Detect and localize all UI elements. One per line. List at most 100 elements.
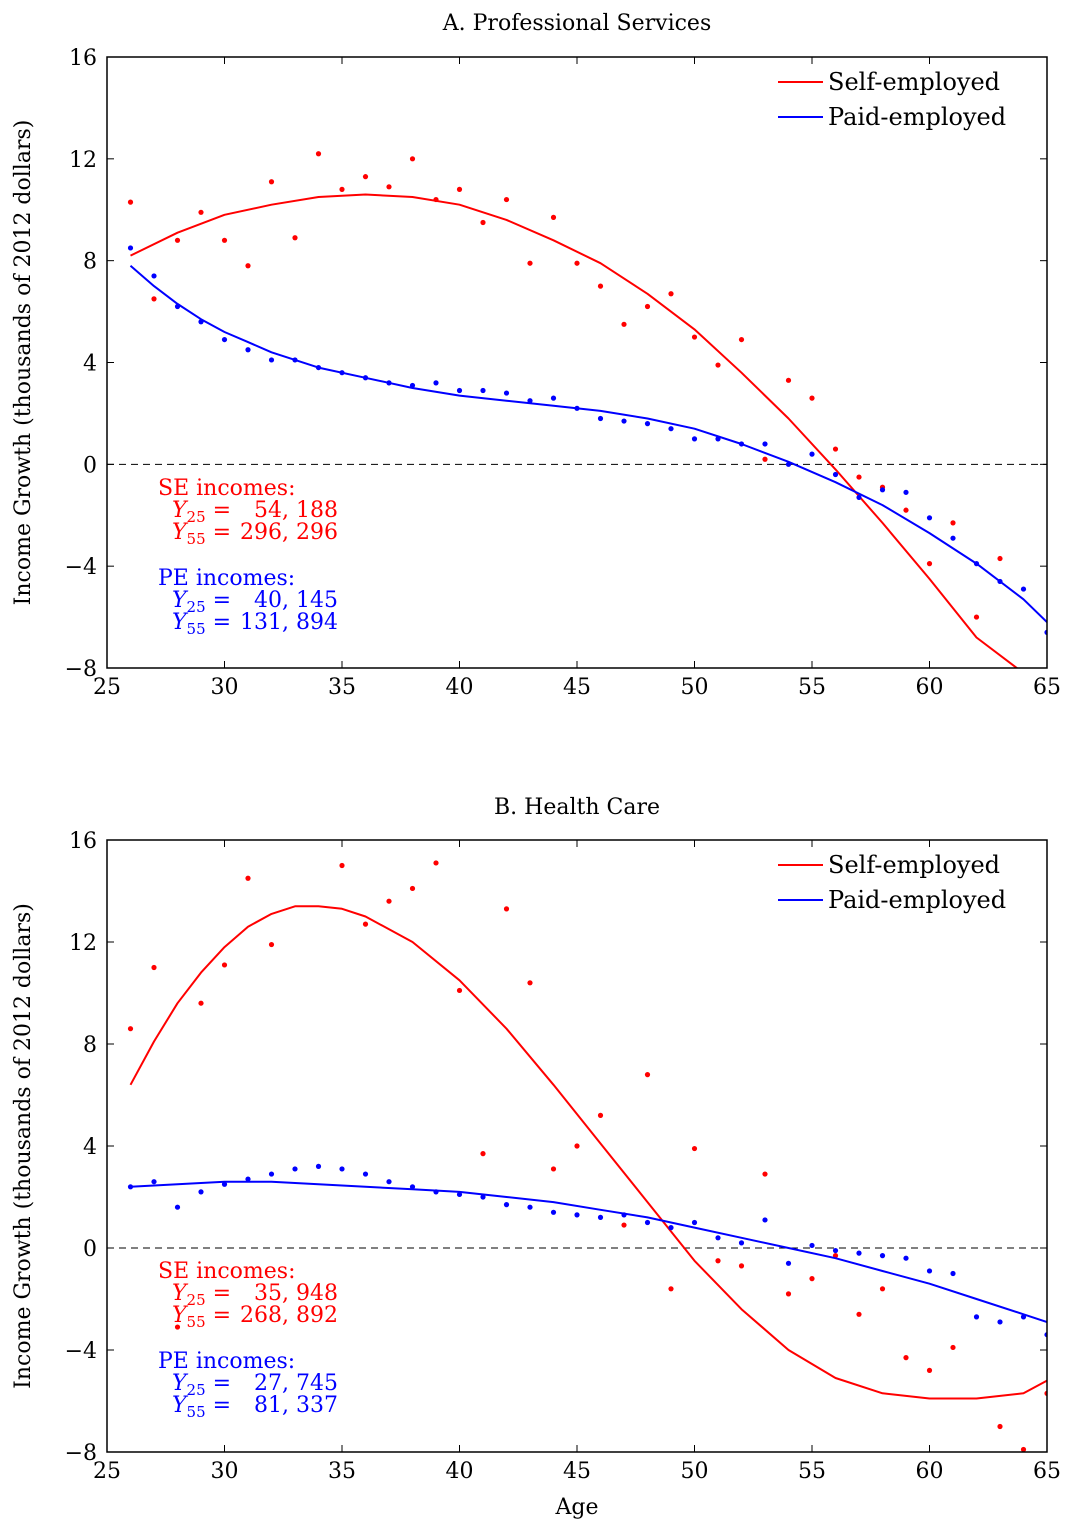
self-employed-point: [527, 980, 533, 986]
paid-employed-point: [879, 487, 886, 493]
y-tick-label: 12: [69, 148, 97, 173]
self-employed-point: [127, 199, 134, 205]
self-employed-point: [245, 263, 251, 269]
pe-y25-value: 27, 745: [254, 1371, 338, 1396]
paid-employed-point: [950, 535, 956, 541]
y-tick-label: 12: [69, 931, 97, 956]
paid-employed-point: [339, 1166, 345, 1172]
paid-employed-point: [691, 436, 698, 442]
self-employed-point: [597, 283, 604, 289]
paid-employed-point: [785, 1260, 792, 1266]
self-employed-point: [503, 196, 510, 203]
paid-employed-point: [668, 1225, 674, 1231]
self-employed-point: [668, 291, 674, 297]
self-employed-point: [1020, 1446, 1027, 1452]
paid-employed-point: [973, 1314, 980, 1320]
self-employed-point: [856, 474, 862, 480]
paid-employed-point: [268, 357, 275, 363]
plot-area: [127, 860, 1047, 1452]
self-employed-point: [832, 446, 839, 452]
self-employed-point: [550, 1166, 557, 1172]
se-incomes-label: SE incomes:: [158, 1259, 295, 1284]
paid-employed-point: [151, 1179, 157, 1185]
self-employed-point: [409, 885, 416, 892]
self-employed-point: [903, 1355, 909, 1361]
legend: Self-employed Paid-employed: [778, 851, 1006, 914]
self-employed-point: [738, 1263, 745, 1269]
pe-y55: Y55 =: [172, 1393, 231, 1421]
self-employed-point: [339, 862, 345, 869]
paid-employed-point: [715, 1235, 721, 1241]
self-employed-point: [785, 1291, 792, 1297]
legend-label-self-employed: Self-employed: [828, 68, 1000, 96]
y-tick-label: 8: [83, 250, 97, 275]
paid-employed-point: [221, 1181, 228, 1187]
paid-employed-point: [715, 436, 721, 442]
paid-employed-point: [292, 1166, 298, 1172]
pe-y55: Y55 =: [172, 610, 231, 638]
paid-employed-point: [503, 390, 510, 396]
self-employed-point: [809, 1276, 815, 1282]
self-employed-point: [315, 151, 322, 157]
paid-employed-point: [127, 1184, 134, 1190]
x-tick-label: 45: [563, 675, 591, 700]
self-employed-point: [268, 179, 275, 185]
x-tick-label: 40: [446, 1459, 474, 1484]
x-tick-label: 65: [1033, 675, 1061, 700]
paid-employed-point: [832, 471, 839, 478]
plot-frame: [106, 839, 1048, 1453]
paid-employed-point: [198, 319, 204, 325]
self-employed-point: [926, 1367, 933, 1373]
self-employed-point: [668, 1286, 674, 1292]
y-tick-label: 16: [69, 46, 97, 71]
paid-employed-point: [174, 303, 181, 310]
legend-label-paid-employed: Paid-employed: [828, 103, 1006, 131]
self-employed-point: [762, 456, 768, 462]
x-tick-label: 30: [211, 1459, 239, 1484]
y-tick-label: 4: [83, 1135, 97, 1160]
pe-incomes-label: PE incomes:: [158, 566, 295, 591]
self-employed-point: [221, 237, 228, 243]
paid-employed-point: [433, 1189, 439, 1195]
paid-employed-point: [1020, 586, 1027, 592]
self-employed-point: [621, 1222, 627, 1228]
self-employed-point: [597, 1112, 604, 1118]
legend-label-self-employed: Self-employed: [828, 851, 1000, 879]
paid-employed-point: [362, 375, 369, 381]
y-axis-label: Income Growth (thousands of 2012 dollars…: [11, 120, 36, 606]
paid-employed-point: [738, 1240, 745, 1246]
self-employed-point: [456, 186, 463, 192]
pe-y55-value: 131, 894: [240, 610, 338, 635]
self-employed-point: [245, 875, 251, 881]
paid-employed-point: [409, 1184, 416, 1190]
self-employed-point: [292, 235, 298, 241]
self-employed-point: [738, 336, 745, 343]
y-axis-label: Income Growth (thousands of 2012 dollars…: [11, 903, 36, 1389]
self-employed-point: [151, 296, 157, 302]
paid-employed-point: [926, 515, 933, 521]
paid-employed-point: [433, 380, 439, 386]
y-tick-label: −8: [65, 1441, 97, 1466]
paid-employed-point: [362, 1171, 369, 1177]
paid-employed-point: [292, 357, 298, 363]
y-tick-label: 0: [83, 453, 97, 478]
y-tick-label: 4: [83, 352, 97, 377]
paid-employed-point: [456, 387, 463, 394]
self-employed-fit-line: [130, 193, 1019, 668]
self-employed-point: [527, 260, 533, 266]
self-employed-fit-line: [129, 905, 1047, 1400]
self-employed-point: [879, 1286, 886, 1292]
chart-title: B. Health Care: [494, 795, 660, 820]
paid-employed-point: [409, 382, 416, 389]
paid-employed-point: [503, 1202, 510, 1208]
paid-employed-point: [856, 1250, 862, 1256]
paid-employed-point: [527, 1204, 533, 1210]
y-tick-label: 8: [83, 1033, 97, 1058]
pe-y55-value: 81, 337: [254, 1393, 338, 1418]
paid-employed-point: [668, 426, 674, 432]
self-employed-point: [809, 395, 815, 401]
paid-employed-point: [903, 1255, 909, 1261]
